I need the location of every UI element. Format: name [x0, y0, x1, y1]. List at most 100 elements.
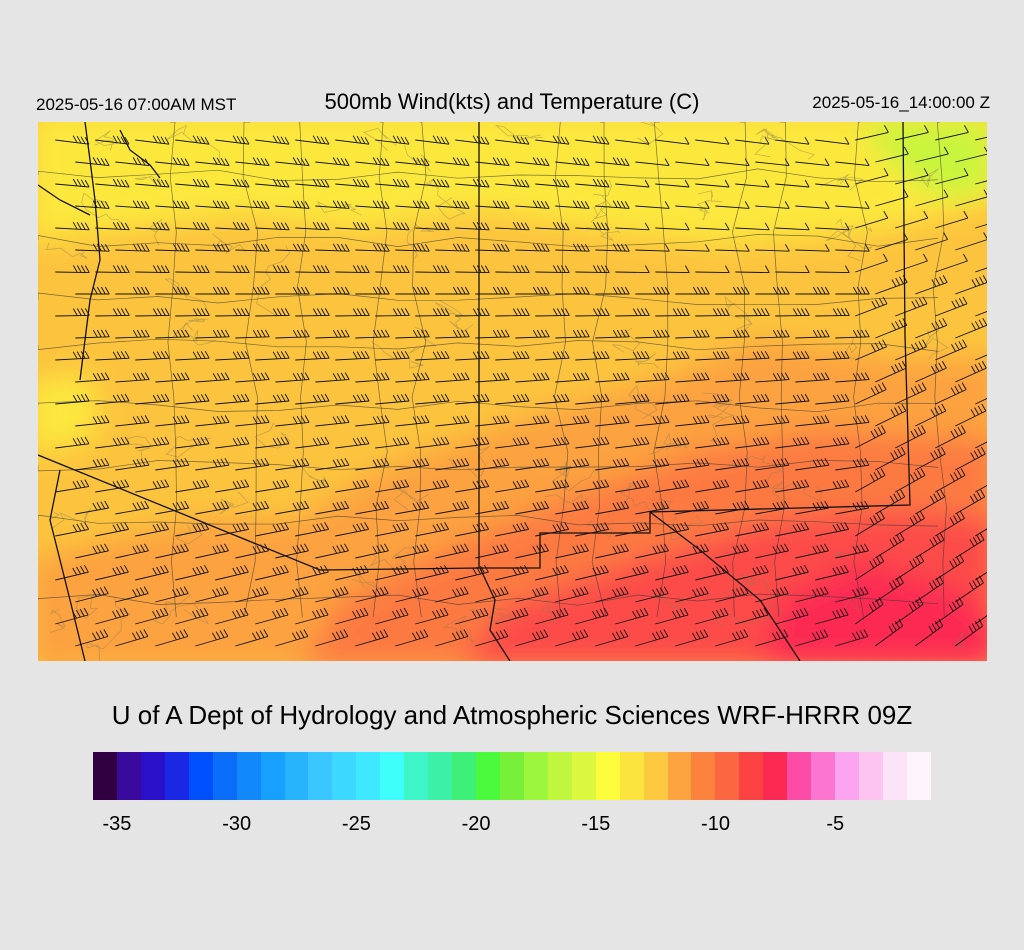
wind-barb: [915, 446, 946, 471]
wind-barb: [215, 436, 250, 449]
terrain-contour: [844, 595, 863, 612]
county-border: [773, 122, 787, 618]
wind-barb: [775, 308, 810, 317]
wind-barb: [275, 586, 309, 603]
state-border-west: [79, 122, 101, 381]
wind-barb: [355, 243, 390, 252]
wind-barb: [255, 221, 290, 231]
wind-barb: [115, 286, 150, 295]
wind-barb: [635, 500, 670, 515]
terrain-contour: [182, 321, 217, 346]
wind-barb: [215, 350, 250, 361]
wind-barb: [515, 372, 550, 383]
terrain-contour: [86, 596, 132, 661]
wind-barb: [875, 403, 907, 427]
wind-barb: [255, 350, 290, 361]
wind-barb: [815, 308, 850, 317]
terrain-contour: [728, 455, 781, 483]
terrain-contour: [833, 551, 845, 559]
colorbar-label: -20: [461, 813, 491, 835]
wind-barb: [355, 200, 390, 209]
wind-barb: [455, 436, 490, 449]
wind-barb: [395, 286, 430, 295]
terrain-contour: [585, 226, 621, 241]
wind-barb: [615, 607, 649, 625]
wind-barb: [415, 393, 450, 405]
wind-barb: [395, 243, 430, 252]
wind-barb: [855, 296, 888, 317]
wind-barb: [315, 157, 350, 167]
wind-barb: [75, 543, 109, 559]
wind-barb: [555, 286, 590, 295]
colorbar-swatch: [763, 752, 788, 800]
wind-barb: [575, 479, 610, 493]
wind-barb: [475, 200, 510, 209]
wind-barb: [155, 243, 190, 252]
wind-barb: [815, 265, 850, 274]
wind-barb: [395, 157, 430, 167]
terrain-contour: [94, 130, 119, 151]
wind-barb: [215, 308, 250, 317]
wind-barb: [115, 372, 150, 383]
wind-barb: [875, 618, 904, 647]
wind-barb: [695, 393, 730, 405]
terrain-contour: [134, 173, 162, 186]
wind-barb: [935, 296, 968, 317]
colorbar-swatch: [308, 752, 333, 800]
wind-barb: [935, 468, 966, 493]
wind-barb: [375, 479, 410, 493]
wind-barb: [795, 415, 830, 427]
wind-barb: [455, 221, 490, 231]
wind-barb: [735, 179, 770, 188]
county-border: [554, 122, 569, 618]
terrain-contours: [45, 122, 965, 661]
wind-barb: [135, 178, 170, 188]
wind-barb: [455, 522, 489, 537]
wind-barb: [395, 543, 429, 559]
wind-barb: [915, 318, 948, 339]
temperature-colorbar: [93, 752, 931, 800]
wind-barb: [735, 522, 769, 537]
wind-barb: [975, 484, 987, 493]
wind-barb: [535, 564, 569, 581]
wind-barb: [715, 158, 750, 167]
wind-barb: [135, 393, 170, 405]
wind-barb: [695, 308, 730, 317]
wind-barb: [55, 436, 90, 449]
wind-barb: [915, 232, 948, 251]
wind-barb: [375, 607, 409, 625]
wind-barb: [735, 607, 769, 625]
wind-barb: [275, 500, 310, 515]
county-border: [38, 338, 939, 352]
wind-barb: [695, 136, 730, 145]
colorbar-swatch: [787, 752, 812, 800]
terrain-contour: [165, 436, 212, 458]
wind-barb: [155, 329, 190, 339]
wind-barb: [715, 415, 750, 427]
wind-barb: [635, 415, 670, 427]
wind-barb: [815, 393, 850, 405]
wind-barb: [615, 479, 650, 493]
wind-barb: [295, 393, 330, 405]
wind-barb: [655, 222, 690, 231]
wind-barb: [535, 265, 570, 274]
wind-barb: [835, 286, 870, 295]
wind-barb: [335, 393, 370, 405]
wind-barb: [895, 339, 927, 361]
terrain-contour: [654, 595, 686, 611]
wind-barb: [115, 243, 150, 252]
wind-barb: [855, 425, 886, 449]
wind-barb: [215, 221, 250, 231]
wind-barb: [955, 360, 987, 383]
wind-barb: [255, 178, 290, 188]
wind-barb: [415, 221, 450, 231]
wind-barb: [515, 500, 550, 515]
wind-barb: [895, 425, 926, 449]
wind-barb: [195, 415, 230, 427]
wind-barb: [75, 586, 109, 603]
wind-barb: [955, 532, 985, 559]
wind-barb: [155, 457, 190, 471]
wind-barb: [95, 522, 129, 537]
terrain-contour: [634, 353, 659, 368]
wind-barb: [875, 189, 909, 207]
